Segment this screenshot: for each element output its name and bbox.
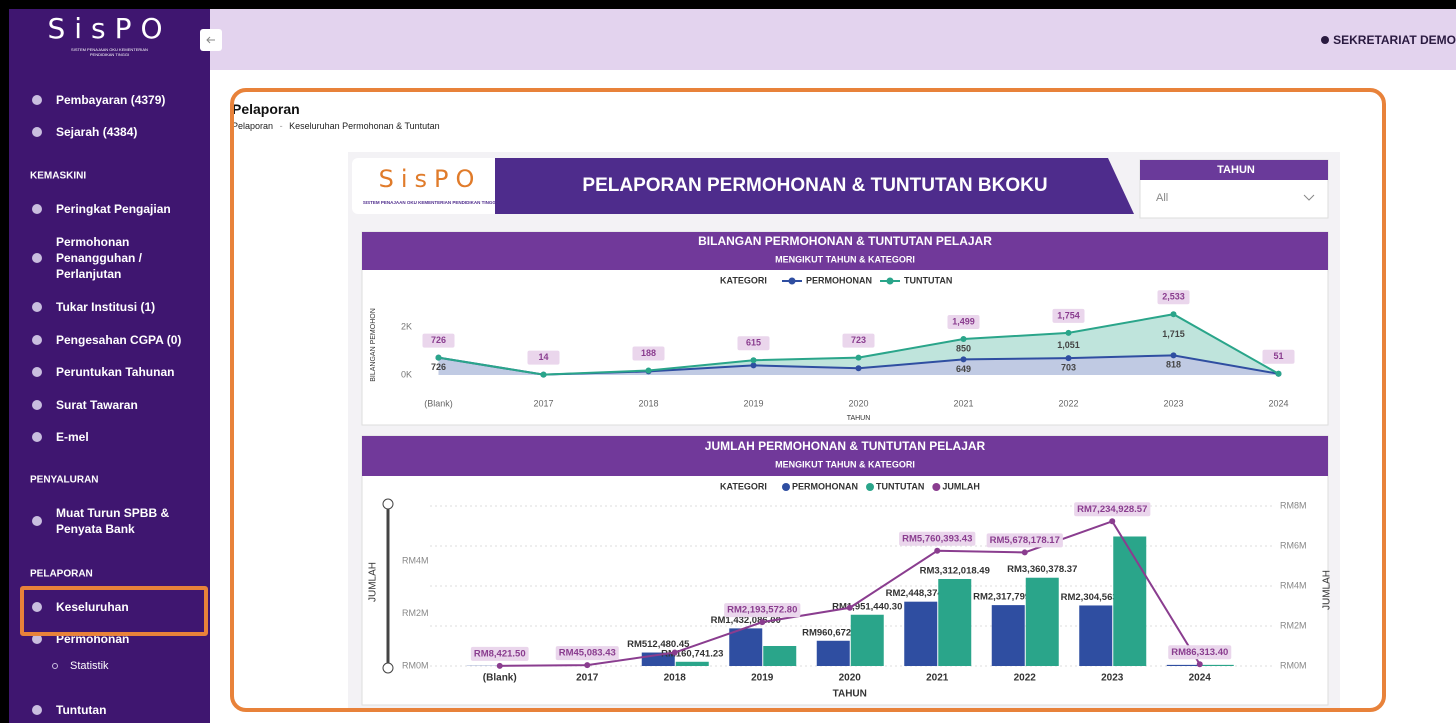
logo-subtitle: SISTEM PENAJAAN OKU KEMENTERIAN PENDIDIK… [65, 47, 155, 57]
screen: SisPO SISTEM PENAJAAN OKU KEMENTERIAN PE… [0, 0, 1456, 723]
menu-icon [52, 663, 58, 669]
menu-label: Statistik [70, 658, 200, 674]
menu-icon [32, 302, 42, 312]
logo-text: SisPO [9, 12, 210, 45]
menu-icon [32, 253, 42, 263]
menu-icon [32, 432, 42, 442]
menu-section-title: PENYALURAN [30, 475, 99, 486]
menu-item[interactable]: Permohonan Penangguhan / Perlanjutan [32, 234, 186, 282]
menu-label: E-mel [56, 429, 186, 445]
menu-icon [32, 516, 42, 526]
menu-item[interactable]: Pembayaran (4379) [32, 92, 186, 108]
collapse-icon [200, 29, 222, 51]
menu-label: Peringkat Pengajian [56, 201, 186, 217]
menu-icon [32, 95, 42, 105]
menu-icon [32, 367, 42, 377]
menu-icon [32, 127, 42, 137]
menu-label: Peruntukan Tahunan [56, 364, 186, 380]
menu-label: Tuntutan [56, 702, 186, 718]
menu-label: Tukar Institusi (1) [56, 299, 186, 315]
menu-item[interactable]: Surat Tawaran [32, 397, 186, 413]
menu-item[interactable]: Peruntukan Tahunan [32, 364, 186, 380]
menu-icon [32, 705, 42, 715]
menu-icon [32, 204, 42, 214]
menu-icon [32, 335, 42, 345]
menu-label: Permohonan Penangguhan / Perlanjutan [56, 234, 186, 282]
menu-item[interactable]: Peringkat Pengajian [32, 201, 186, 217]
menu-item[interactable]: Tukar Institusi (1) [32, 299, 186, 315]
menu-item[interactable]: Sejarah (4384) [32, 124, 186, 140]
menu-icon [32, 400, 42, 410]
menu-item[interactable]: Tuntutan [32, 702, 186, 718]
menu-section-title: PELAPORAN [30, 569, 93, 580]
menu-item[interactable]: E-mel [32, 429, 186, 445]
menu-section-title: KEMASKINI [30, 171, 86, 182]
highlight-annotation [230, 88, 1386, 712]
menu-label: Surat Tawaran [56, 397, 186, 413]
menu-item[interactable]: Statistik [52, 658, 200, 674]
collapse-button[interactable] [200, 29, 222, 51]
menu-label: Sejarah (4384) [56, 124, 186, 140]
menu-item[interactable]: Muat Turun SPBB & Penyata Bank [32, 505, 186, 537]
logo: SisPO SISTEM PENAJAAN OKU KEMENTERIAN PE… [9, 12, 210, 57]
menu-item[interactable]: Pengesahan CGPA (0) [32, 332, 186, 348]
highlight-annotation [20, 586, 208, 636]
menu-label: Pengesahan CGPA (0) [56, 332, 186, 348]
menu-label: Pembayaran (4379) [56, 92, 186, 108]
menu-label: Muat Turun SPBB & Penyata Bank [56, 505, 186, 537]
